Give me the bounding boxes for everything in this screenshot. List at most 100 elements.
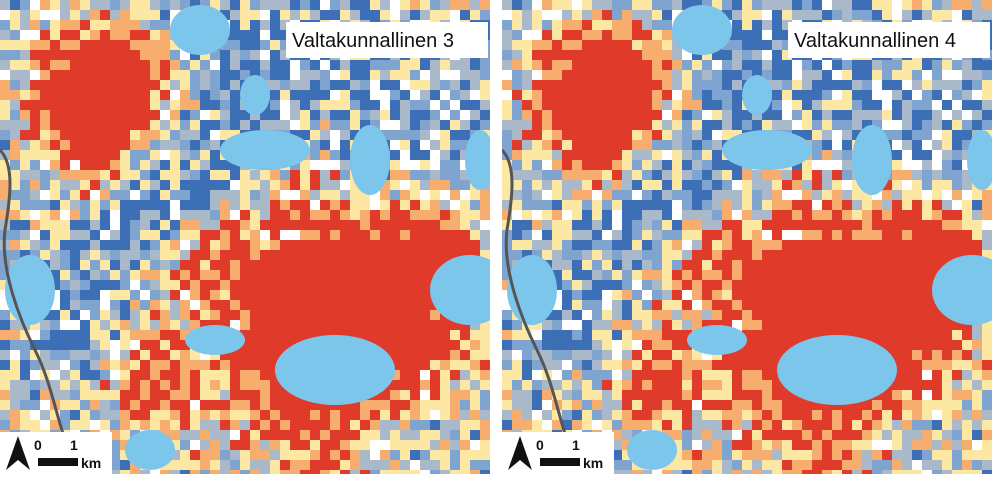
map-cell: [592, 120, 602, 130]
map-cell: [280, 60, 290, 70]
map-cell: [952, 340, 962, 350]
map-cell: [652, 100, 662, 110]
map-cell: [240, 230, 250, 240]
map-cell: [200, 450, 210, 460]
map-cell: [672, 140, 682, 150]
map-cell: [240, 440, 250, 450]
map-cell: [712, 180, 722, 190]
map-cell: [882, 230, 892, 240]
map-cell: [20, 150, 30, 160]
map-cell: [70, 40, 80, 50]
map-cell: [160, 20, 170, 30]
map-cell: [662, 170, 672, 180]
map-cell: [582, 260, 592, 270]
map-cell: [792, 280, 802, 290]
map-cell: [110, 160, 120, 170]
map-cell: [872, 210, 882, 220]
map-cell: [892, 400, 902, 410]
map-cell: [410, 200, 420, 210]
map-cell: [582, 10, 592, 20]
map-cell: [592, 390, 602, 400]
map-cell: [300, 60, 310, 70]
map-cell: [982, 200, 992, 210]
map-cell: [270, 440, 280, 450]
map-cell: [732, 260, 742, 270]
map-cell: [692, 200, 702, 210]
map-cell: [572, 330, 582, 340]
map-cell: [240, 320, 250, 330]
map-cell: [50, 150, 60, 160]
map-cell: [562, 390, 572, 400]
map-cell: [962, 320, 972, 330]
map-cell: [70, 330, 80, 340]
map-cell: [572, 170, 582, 180]
map-cell: [982, 110, 992, 120]
map-cell: [932, 140, 942, 150]
map-cell: [572, 250, 582, 260]
map-cell: [230, 170, 240, 180]
map-cell: [932, 200, 942, 210]
map-cell: [90, 260, 100, 270]
map-cell: [420, 170, 430, 180]
map-cell: [692, 90, 702, 100]
map-cell: [210, 90, 220, 100]
map-cell: [812, 310, 822, 320]
map-cell: [240, 20, 250, 30]
map-cell: [310, 150, 320, 160]
map-cell: [380, 390, 390, 400]
map-cell: [892, 450, 902, 460]
map-cell: [410, 340, 420, 350]
map-cell: [512, 160, 522, 170]
map-cell: [692, 210, 702, 220]
map-cell: [180, 270, 190, 280]
map-cell: [180, 470, 190, 474]
map-cell: [532, 250, 542, 260]
map-cell: [932, 460, 942, 470]
map-cell: [572, 240, 582, 250]
map-cell: [902, 450, 912, 460]
map-cell: [612, 100, 622, 110]
map-cell: [892, 110, 902, 120]
map-cell: [480, 110, 490, 120]
map-cell: [912, 360, 922, 370]
map-cell: [450, 90, 460, 100]
map-cell: [732, 170, 742, 180]
map-cell: [140, 260, 150, 270]
map-cell: [912, 60, 922, 70]
map-cell: [210, 190, 220, 200]
road: [0, 148, 72, 474]
map-cell: [300, 240, 310, 250]
map-cell: [180, 250, 190, 260]
map-cell: [260, 220, 270, 230]
map-cell: [90, 330, 100, 340]
lake: [185, 325, 245, 355]
map-cell: [932, 400, 942, 410]
map-cell: [752, 360, 762, 370]
map-cell: [612, 150, 622, 160]
map-cell: [682, 90, 692, 100]
map-cell: [952, 410, 962, 420]
map-cell: [130, 180, 140, 190]
map-cell: [912, 200, 922, 210]
map-cell: [410, 210, 420, 220]
map-cell: [80, 120, 90, 130]
map-cell: [230, 400, 240, 410]
map-cell: [440, 350, 450, 360]
map-cell: [862, 200, 872, 210]
map-cell: [120, 50, 130, 60]
map-cell: [180, 170, 190, 180]
map-cell: [652, 10, 662, 20]
map-cell: [822, 430, 832, 440]
map-cell: [712, 440, 722, 450]
map-cell: [110, 410, 120, 420]
map-cell: [782, 240, 792, 250]
map-cell: [542, 150, 552, 160]
map-cell: [0, 420, 10, 430]
map-cell: [772, 110, 782, 120]
map-cell: [972, 410, 982, 420]
map-cell: [802, 60, 812, 70]
map-cell: [982, 230, 992, 240]
map-cell: [562, 410, 572, 420]
map-cell: [842, 260, 852, 270]
map-cell: [582, 290, 592, 300]
